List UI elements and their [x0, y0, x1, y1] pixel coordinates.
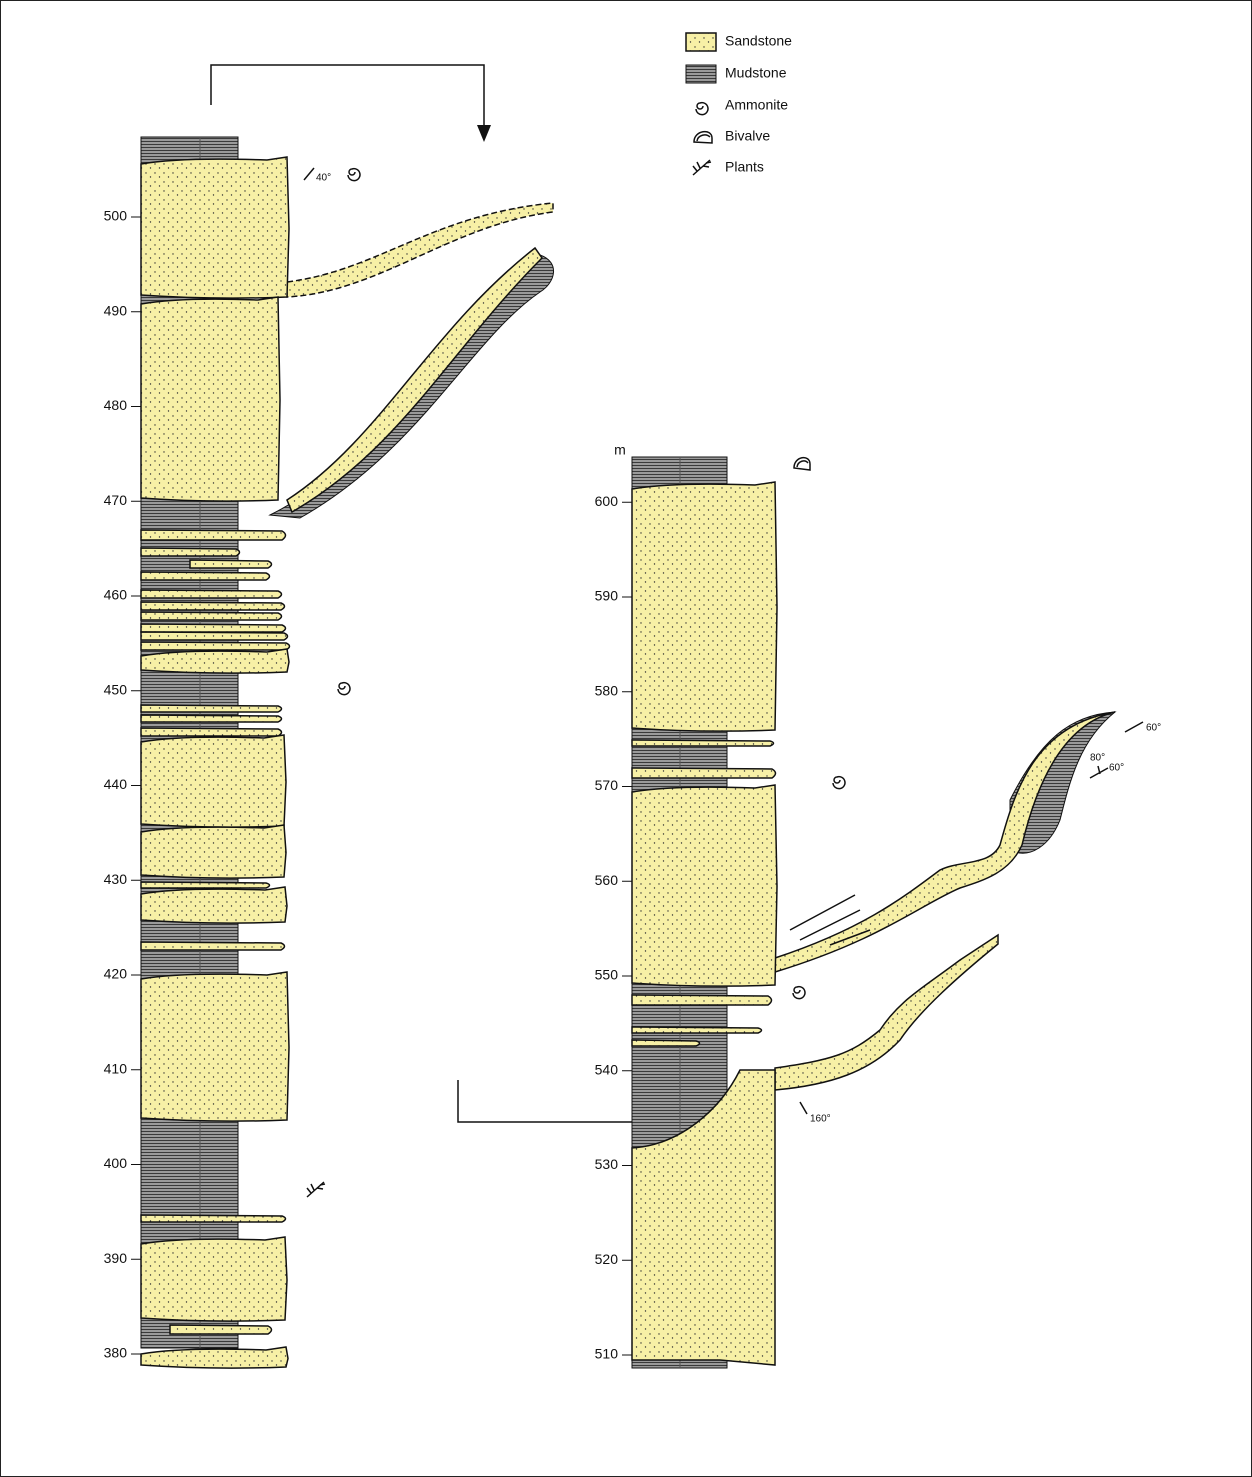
dip-label: 60°: [1146, 723, 1161, 734]
legend: Sandstone Mudstone Ammonite Bivalve Plan…: [686, 33, 792, 175]
legend-label: Ammonite: [725, 97, 788, 113]
tick-label: 410: [104, 1060, 128, 1076]
tick-label: 450: [104, 681, 128, 697]
tick-label: 600: [595, 493, 619, 509]
diagram: Sandstone Mudstone Ammonite Bivalve Plan…: [0, 0, 1252, 1477]
ammonite-icon: [338, 683, 350, 695]
dip-label: 80°: [1090, 753, 1105, 764]
dip-symbol: [1125, 722, 1143, 732]
sandstone-bed: [141, 825, 286, 878]
dip-symbol: [304, 168, 314, 180]
tick-label: 580: [595, 682, 619, 698]
sandstone-bed: [632, 995, 772, 1005]
sandstone-bed: [141, 624, 286, 632]
tick-label: 510: [595, 1346, 619, 1362]
sandstone-bed: [141, 572, 270, 580]
dip-symbol: [1090, 766, 1108, 778]
sandstone-bed: [141, 728, 282, 736]
tick-label: 570: [595, 777, 619, 793]
legend-icon: [696, 103, 708, 115]
tick-label: 560: [595, 872, 619, 888]
tick-label: 530: [595, 1156, 619, 1172]
tick-label: 500: [104, 208, 128, 224]
tick-label: 540: [595, 1061, 619, 1077]
dip-label: 40°: [316, 173, 331, 184]
sandstone-bed: [141, 735, 286, 827]
connector-arrow: [211, 65, 484, 135]
sandstone-bed: [141, 590, 282, 598]
sandstone-bed: [632, 1040, 700, 1046]
dip-label: 160°: [810, 1114, 831, 1125]
tick-label: 400: [104, 1155, 128, 1171]
legend-swatch: [686, 33, 716, 51]
legend-swatch: [686, 65, 716, 83]
sandstone-bed: [141, 602, 285, 610]
legend-label: Bivalve: [725, 128, 770, 144]
tick-label: 430: [104, 871, 128, 887]
legend-icon: [693, 160, 711, 175]
legend-label: Sandstone: [725, 33, 792, 49]
sandstone-bed: [141, 1215, 286, 1222]
arrowhead: [477, 125, 491, 142]
sandstone-bed: [632, 768, 776, 778]
sandstone-bed: [141, 649, 289, 673]
dip-label: 60°: [1109, 763, 1124, 774]
sandstone-bed: [141, 887, 287, 923]
tick-label: 380: [104, 1345, 128, 1361]
sandstone-bed: [632, 482, 777, 731]
tick-label: 420: [104, 966, 128, 982]
sandstone-bed: [632, 1027, 762, 1033]
sandstone-bed: [141, 642, 290, 650]
sandstone-bed: [632, 785, 777, 986]
sandstone-bed: [170, 1325, 272, 1334]
sandstone-bed: [632, 740, 774, 746]
dip-symbol: [800, 1102, 807, 1114]
tick-label: 520: [595, 1251, 619, 1267]
sandstone-bed: [141, 1237, 287, 1321]
ammonite-icon: [793, 987, 805, 999]
ammonite-icon: [348, 169, 360, 181]
sandstone-bed: [141, 157, 289, 298]
legend-label: Plants: [725, 159, 764, 175]
sandstone-bed: [190, 560, 272, 568]
tick-label: 390: [104, 1250, 128, 1266]
sandstone-bed: [141, 705, 282, 712]
sandstone-bed: [141, 632, 288, 640]
sandstone-bed: [141, 297, 280, 501]
sandstone-bed: [141, 530, 286, 540]
sandstone-bed: [141, 612, 282, 620]
legend-label: Mudstone: [725, 65, 787, 81]
sandstone-bed: [141, 972, 289, 1121]
tick-label: 440: [104, 776, 128, 792]
bivalve-icon: [794, 458, 810, 470]
unit-label: m: [614, 442, 626, 458]
tick-label: 470: [104, 492, 128, 508]
ammonite-icon: [833, 777, 845, 789]
sandstone-bed: [141, 548, 240, 556]
sandstone-bed: [141, 942, 285, 950]
plants-icon: [307, 1182, 325, 1197]
tick-label: 490: [104, 302, 128, 318]
tick-label: 460: [104, 587, 128, 603]
sandstone-bed: [141, 1347, 288, 1368]
legend-icon: [694, 132, 712, 143]
sandstone-bed: [141, 715, 282, 722]
tick-label: 550: [595, 967, 619, 983]
sandstone-bed: [141, 882, 270, 888]
tick-label: 480: [104, 397, 128, 413]
tick-label: 590: [595, 588, 619, 604]
